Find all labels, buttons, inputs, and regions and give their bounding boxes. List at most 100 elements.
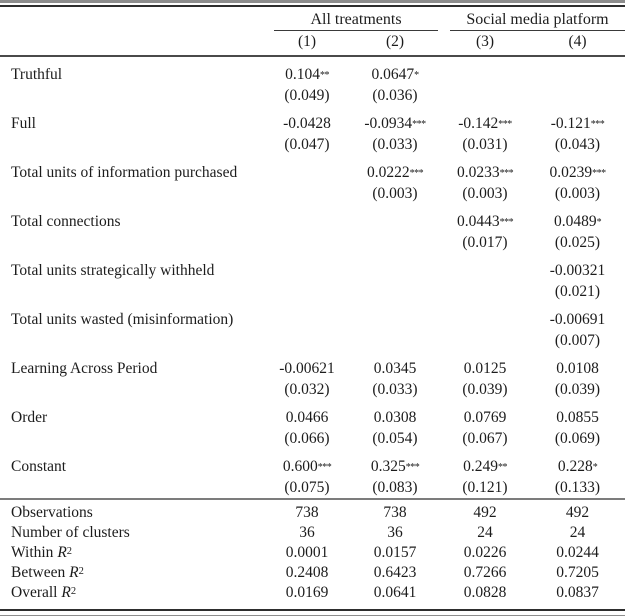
variable-label: Total units strategically withheld [11, 262, 215, 279]
variable-label-spacer [0, 281, 264, 302]
coef-row-estimate: Total connections 0.0443*** 0.0489* [0, 204, 625, 232]
table-header: All treatments Social media platform (1) (… [0, 7, 625, 57]
column-group-cell: All treatments [264, 7, 440, 31]
estimate-cell: -0.142*** [458, 115, 512, 132]
math-symbol: R [57, 544, 67, 561]
estimate-cell: 0.249** [463, 458, 508, 475]
stderr-cell: (0.003) [554, 185, 601, 202]
variable-label-spacer [0, 232, 264, 253]
math-symbol: R [69, 564, 79, 581]
coef-row-estimate: Total units of information purchased 0.02… [0, 155, 625, 183]
coef-row-stderr: (0.017) (0.025) [0, 232, 625, 253]
estimate-cell: -0.00321 [549, 262, 606, 279]
column-group-label: All treatments [274, 11, 438, 31]
significance-stars: *** [590, 119, 605, 130]
stats-label: Overall R2 [11, 584, 77, 601]
estimate-cell [264, 204, 350, 232]
stderr-cell: (0.033) [372, 381, 418, 398]
math-symbol: R [61, 584, 71, 601]
stderr-cell: (0.047) [284, 136, 330, 153]
coef-row-stderr: (0.003) (0.003) (0.003) [0, 183, 625, 204]
stderr-cell [440, 330, 530, 351]
stderr-cell: (0.049) [284, 87, 330, 104]
significance-stars: ** [497, 462, 508, 473]
stderr-cell [264, 330, 350, 351]
stderr-cell: (0.031) [462, 136, 508, 153]
coef-row-estimate: Order 0.0466 0.0308 0.0769 0.0855 [0, 400, 625, 428]
stderr-cell: (0.133) [554, 479, 601, 496]
estimate-cell: 0.104** [285, 66, 329, 83]
estimate-cell: -0.0428 [283, 115, 331, 132]
stats-label: Number of clusters [11, 524, 130, 541]
stats-value: 492 [440, 498, 530, 523]
coefficient-rows: Truthful 0.104** 0.0647* (0.049) (0.036) Full… [0, 56, 625, 499]
coef-row-stderr: (0.007) [0, 330, 625, 351]
stats-row: Overall R2 0.0169 0.0641 0.0828 0.0837 [0, 583, 625, 607]
stderr-cell: (0.025) [554, 234, 601, 251]
significance-stars: *** [409, 168, 424, 179]
column-number: (1) [264, 31, 350, 57]
stats-value: 24 [569, 524, 586, 541]
summary-stats-rows: Observations 738 738 492 492 Number of cluste… [0, 498, 625, 607]
estimate-cell: -0.121*** [550, 115, 605, 132]
column-group-label: Social media platform [450, 11, 625, 31]
stats-value: 0.0001 [285, 544, 329, 561]
stderr-cell: (0.121) [462, 479, 508, 496]
corner-cell [0, 7, 264, 31]
estimate-cell: -0.0934*** [364, 115, 426, 132]
stderr-cell: (0.017) [462, 234, 508, 251]
variable-label: Full [11, 115, 36, 132]
significance-stars: *** [405, 462, 420, 473]
stats-value: 0.0244 [556, 544, 599, 561]
stats-value: 0.2408 [285, 564, 329, 581]
stats-value: 0.7205 [556, 564, 599, 581]
variable-label-spacer [0, 134, 264, 155]
estimate-cell: 0.0769 [463, 409, 507, 426]
stats-row: Number of clusters 36 36 24 24 [0, 523, 625, 543]
stderr-cell: (0.067) [462, 430, 508, 447]
stats-value: 0.6423 [373, 564, 417, 581]
coef-row-estimate: Truthful 0.104** 0.0647* [0, 56, 625, 85]
estimate-cell: 0.0855 [556, 409, 599, 426]
stderr-cell: (0.007) [554, 332, 601, 349]
stderr-cell: (0.039) [462, 381, 508, 398]
stats-value: 0.0837 [556, 584, 599, 601]
stats-value: 0.0157 [373, 544, 417, 561]
column-number: (3) [440, 31, 530, 57]
estimate-cell [350, 302, 440, 330]
variable-label-spacer [0, 379, 264, 400]
stderr-cell: (0.075) [284, 479, 330, 496]
stderr-cell [264, 183, 350, 204]
stderr-cell [350, 232, 440, 253]
stderr-cell: (0.032) [284, 381, 330, 398]
stderr-cell [440, 281, 530, 302]
variable-label: Constant [11, 458, 67, 475]
stats-value: 36 [299, 524, 315, 541]
significance-stars: * [592, 462, 598, 473]
variable-label: Order [11, 409, 48, 426]
estimate-cell: 0.0647* [371, 66, 419, 83]
stderr-cell: (0.069) [554, 430, 601, 447]
stderr-cell [350, 330, 440, 351]
estimate-cell [440, 56, 530, 85]
variable-label-spacer [0, 183, 264, 204]
stderr-cell: (0.036) [372, 87, 418, 104]
coef-row-stderr: (0.075) (0.083) (0.121) (0.133) [0, 477, 625, 499]
variable-label-spacer [0, 330, 264, 351]
estimate-cell [264, 253, 350, 281]
column-group-cell: Social media platform [440, 7, 625, 31]
coef-row-stderr: (0.032) (0.033) (0.039) (0.039) [0, 379, 625, 400]
stats-value: 738 [350, 498, 440, 523]
top-rule-inner [0, 5, 625, 7]
stderr-cell: (0.003) [372, 185, 418, 202]
math-superscript: 2 [70, 586, 77, 597]
coef-row-estimate: Total units strategically withheld -0.003… [0, 253, 625, 281]
estimate-cell: 0.0308 [373, 409, 417, 426]
stderr-cell: (0.054) [372, 430, 418, 447]
estimate-cell [264, 302, 350, 330]
stats-value: 0.0641 [373, 584, 417, 601]
math-superscript: 2 [66, 546, 73, 557]
stderr-cell: (0.043) [554, 136, 601, 153]
stderr-cell: (0.083) [372, 479, 418, 496]
